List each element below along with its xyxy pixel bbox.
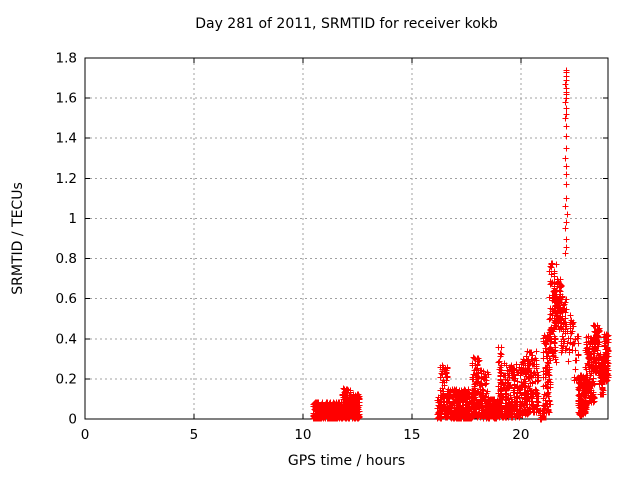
- y-tick-label: 0.4: [56, 331, 77, 347]
- y-axis-label: SRMTID / TECUs: [10, 182, 26, 295]
- x-axis-label: GPS time / hours: [288, 453, 405, 469]
- y-tick-label: 0.6: [56, 291, 77, 307]
- data-point-square: [541, 415, 547, 421]
- x-tick-label: 10: [294, 427, 311, 443]
- y-tick-label: 0: [68, 412, 77, 428]
- y-tick-label: 1.2: [56, 171, 77, 187]
- y-tick-label: 0.2: [56, 371, 77, 387]
- data-points-layer: [310, 67, 612, 423]
- y-tick-label: 1: [68, 211, 77, 227]
- x-tick-label: 5: [190, 427, 199, 443]
- y-tick-label: 1.6: [56, 91, 77, 107]
- data-point-square: [311, 414, 317, 420]
- data-points: [310, 67, 612, 423]
- x-tick-label: 20: [512, 427, 529, 443]
- chart-title: Day 281 of 2011, SRMTID for receiver kok…: [195, 16, 498, 32]
- label-layer: Day 281 of 2011, SRMTID for receiver kok…: [10, 16, 529, 469]
- x-tick-label: 0: [81, 427, 90, 443]
- grid-layer: [85, 58, 608, 419]
- y-tick-label: 0.8: [56, 251, 77, 267]
- y-tick-label: 1.4: [56, 131, 77, 147]
- y-tick-label: 1.8: [56, 51, 77, 67]
- x-tick-label: 15: [403, 427, 420, 443]
